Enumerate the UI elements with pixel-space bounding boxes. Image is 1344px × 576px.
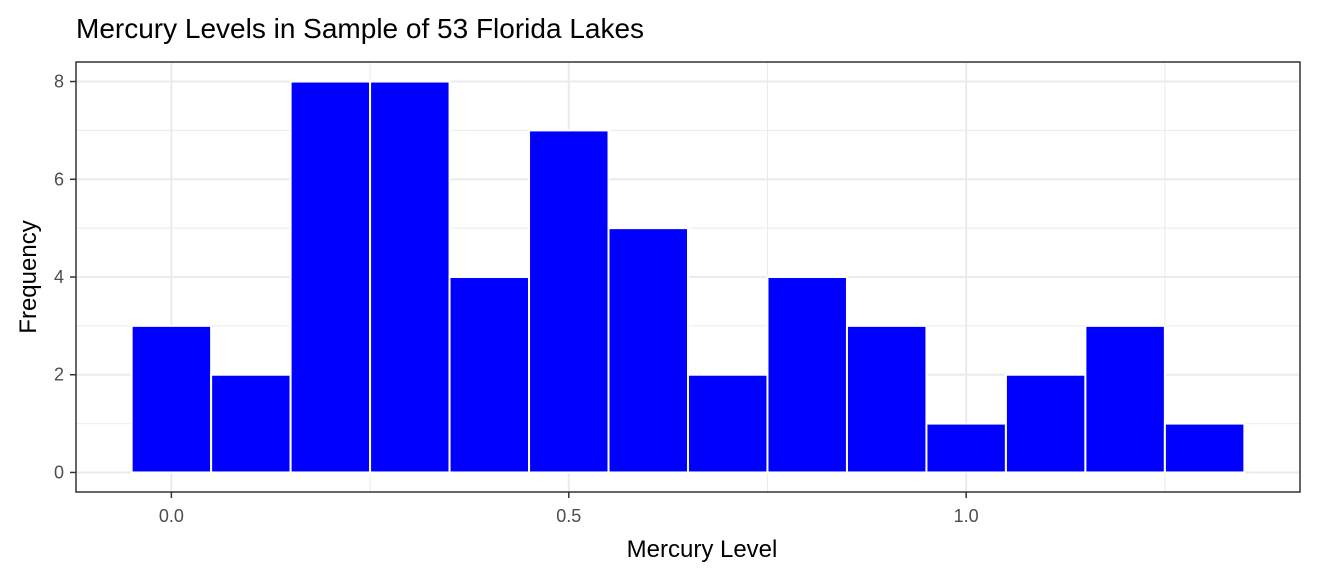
y-tick-label: 6 [54, 169, 64, 189]
y-axis-title: Frequency [15, 220, 42, 333]
y-tick-label: 0 [54, 462, 64, 482]
histogram-bar [1004, 373, 1087, 474]
histogram-bar [766, 276, 848, 474]
x-axis: 0.0 0.5 1.0 [159, 492, 979, 526]
histogram-bar [1084, 324, 1166, 474]
histogram-bar [448, 276, 531, 474]
y-tick-label: 4 [54, 267, 64, 287]
x-tick-label: 0.0 [159, 506, 184, 526]
x-tick-label: 1.0 [954, 506, 979, 526]
histogram-bar [130, 324, 213, 474]
y-tick-label: 2 [54, 365, 64, 385]
histogram-bars [130, 80, 1246, 474]
histogram-bar [925, 422, 1007, 474]
histogram-bar [289, 80, 372, 474]
chart-title: Mercury Levels in Sample of 53 Florida L… [76, 13, 644, 44]
histogram-bar [210, 373, 292, 474]
histogram-bar [369, 80, 451, 474]
x-axis-title: Mercury Level [627, 536, 778, 563]
histogram-bar [528, 129, 610, 474]
y-tick-label: 8 [54, 72, 64, 92]
x-tick-label: 0.5 [556, 506, 581, 526]
histogram-bar [1163, 422, 1246, 474]
histogram-bar [607, 227, 689, 474]
histogram-bar [845, 324, 928, 474]
y-axis: 0 2 4 6 8 [54, 72, 76, 482]
histogram-bar [687, 373, 769, 474]
